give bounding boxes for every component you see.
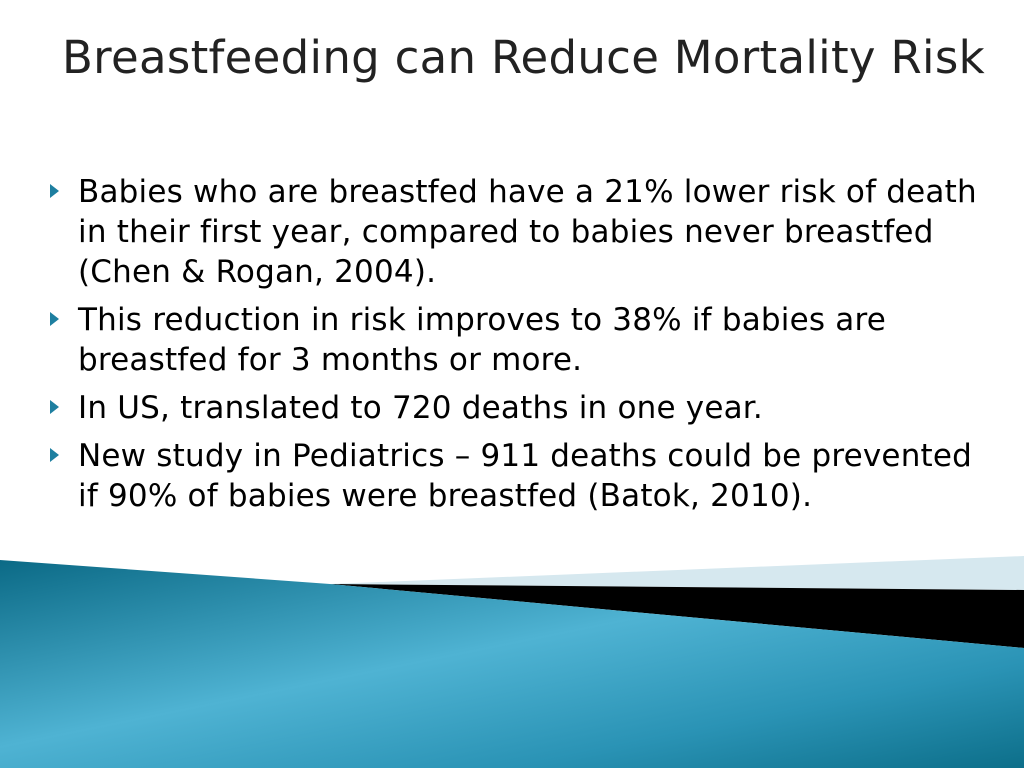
list-item: New study in Pediatrics – 911 deaths cou… <box>48 436 988 516</box>
triangle-bullet-icon <box>50 312 59 326</box>
list-item: This reduction in risk improves to 38% i… <box>48 300 988 380</box>
pale-band <box>330 556 1024 590</box>
bullet-list: Babies who are breastfed have a 21% lowe… <box>48 172 988 524</box>
triangle-bullet-icon <box>50 184 59 198</box>
list-item: In US, translated to 720 deaths in one y… <box>48 388 988 428</box>
bullet-text: Babies who are breastfed have a 21% lowe… <box>78 174 977 290</box>
bullet-text: In US, translated to 720 deaths in one y… <box>78 390 763 426</box>
bullet-text: New study in Pediatrics – 911 deaths cou… <box>78 438 973 514</box>
bullet-text: This reduction in risk improves to 38% i… <box>78 302 886 378</box>
triangle-bullet-icon <box>50 400 59 414</box>
blue-wave <box>0 560 1024 768</box>
slide-title: Breastfeeding can Reduce Mortality Risk <box>62 31 985 84</box>
list-item: Babies who are breastfed have a 21% lowe… <box>48 172 988 292</box>
triangle-bullet-icon <box>50 448 59 462</box>
